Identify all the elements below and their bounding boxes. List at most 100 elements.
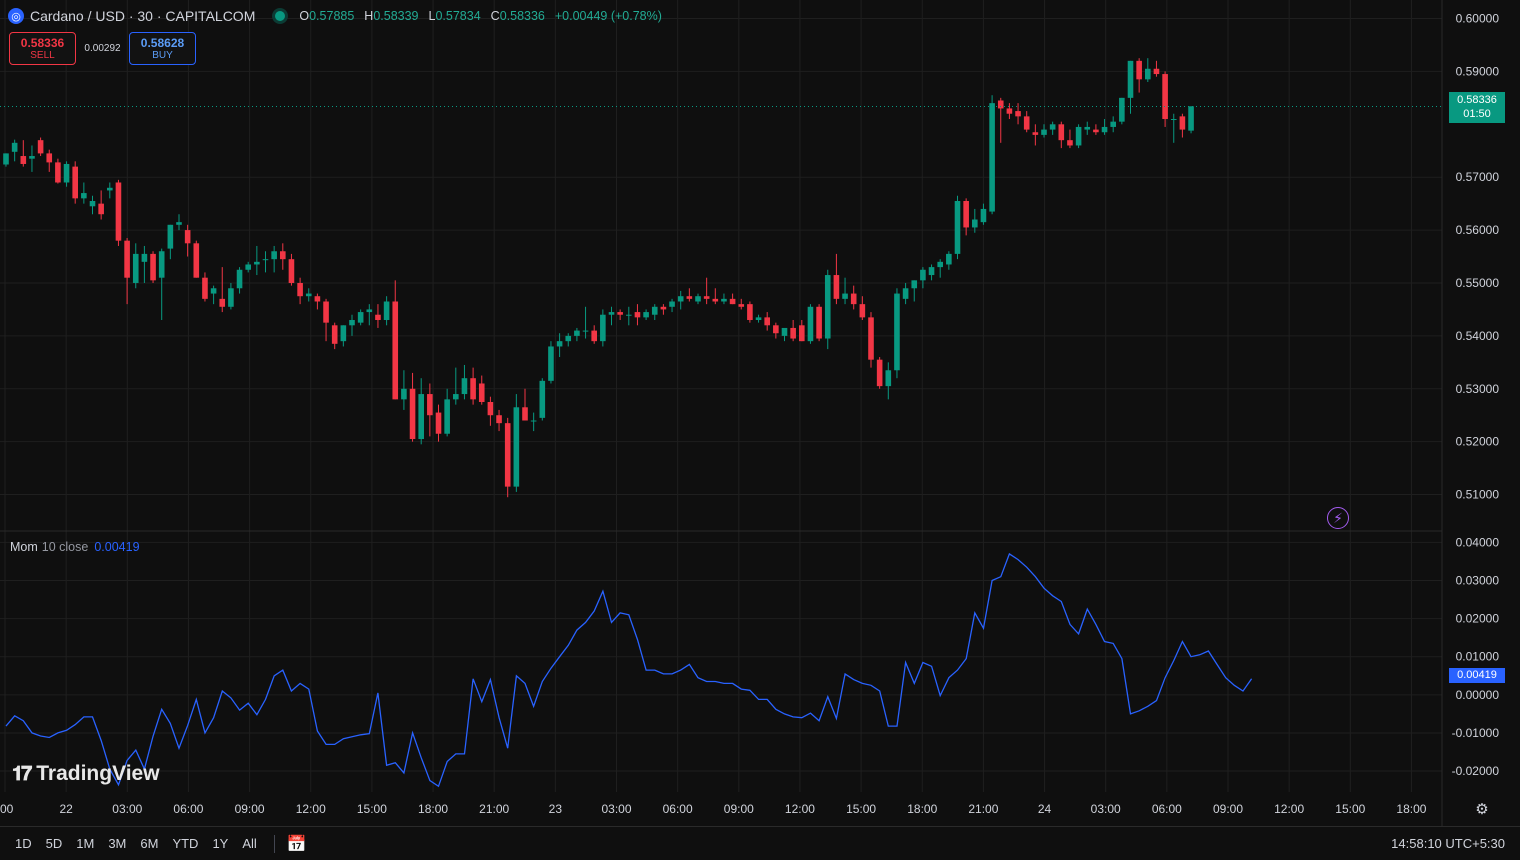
candle-up: [1075, 126, 1082, 146]
range-all-button[interactable]: All: [242, 836, 257, 851]
time-tick-label: 06:00: [663, 802, 693, 816]
buy-button[interactable]: 0.58628 BUY: [129, 32, 196, 65]
range-6m-button[interactable]: 6M: [140, 836, 159, 851]
momentum-tick-label: 0.00000: [1456, 688, 1500, 702]
clock-timezone[interactable]: 14:58:10 UTC+5:30: [1391, 836, 1505, 851]
momentum-value-tag: 0.00419: [1449, 668, 1505, 683]
candle-up: [401, 388, 407, 400]
candle-up: [565, 335, 572, 342]
candle-up: [513, 407, 520, 487]
range-1m-button[interactable]: 1M: [76, 836, 95, 851]
candle-down: [790, 327, 796, 339]
market-open-status-icon[interactable]: [275, 11, 286, 21]
range-ytd-button[interactable]: YTD: [172, 836, 199, 851]
indicator-name: Mom: [10, 540, 38, 554]
time-axis[interactable]: :00 22 03:00 06:00 09:00 12:00 15:00 18:00 21:00…: [0, 802, 1427, 816]
candle-up: [548, 346, 554, 381]
candle-down: [202, 277, 208, 299]
time-tick-label: 03:00: [601, 802, 631, 816]
candle-down: [1136, 60, 1142, 80]
candle-down: [634, 312, 641, 318]
lightning-icon[interactable]: ⚡: [1327, 507, 1349, 529]
candle-down: [591, 330, 597, 342]
candle-up: [651, 306, 658, 315]
sell-price: 0.58336: [20, 35, 65, 50]
settings-icon[interactable]: ⚙: [1475, 801, 1489, 818]
candle-down: [859, 304, 866, 318]
trade-panel: 0.58336 SELL 0.00292 0.58628 BUY: [9, 32, 196, 65]
tradingview-logo[interactable]: 𝟏𝟕 TradingView: [12, 762, 160, 786]
candle-down: [470, 378, 476, 400]
candle-up: [1188, 106, 1194, 131]
range-3m-button[interactable]: 3M: [108, 836, 127, 851]
candle-up: [1101, 126, 1108, 133]
candle-up: [669, 301, 675, 307]
candle-down: [1032, 132, 1039, 135]
candle-up: [755, 317, 762, 321]
buy-price: 0.58628: [140, 35, 185, 50]
candlestick-series: [3, 58, 1194, 498]
candle-up: [63, 163, 70, 183]
candle-down: [331, 325, 338, 344]
candle-up: [721, 298, 727, 302]
candle-up: [626, 314, 632, 316]
candle-down: [323, 301, 329, 323]
time-tick-label: 12:00: [785, 802, 815, 816]
candle-up: [600, 314, 606, 342]
sell-button[interactable]: 0.58336 SELL: [9, 32, 76, 65]
price-tick-label: 0.56000: [1456, 223, 1500, 237]
candle-down: [280, 251, 286, 260]
candle-up: [461, 378, 468, 395]
symbol-title[interactable]: Cardano / USD · 30 · CAPITALCOM: [30, 8, 256, 24]
ohlc-change: +0.00449 (+0.78%): [554, 9, 662, 23]
candle-up: [11, 142, 18, 152]
candle-down: [850, 293, 857, 305]
candle-down: [686, 296, 693, 299]
logo-text: TradingView: [36, 762, 160, 785]
momentum-tick-label: -0.02000: [1452, 764, 1500, 778]
candle-up: [824, 275, 831, 339]
momentum-axis[interactable]: 0.04000 0.03000 0.02000 0.01000 0.00000 -0.01…: [1452, 535, 1500, 778]
candle-down: [963, 200, 969, 228]
time-tick-label: 18:00: [907, 802, 937, 816]
candle-down: [55, 162, 61, 183]
candle-down: [98, 203, 104, 215]
candle-down: [427, 394, 433, 416]
range-1y-button[interactable]: 1Y: [212, 836, 229, 851]
candle-up: [366, 309, 373, 313]
time-tick-label: 22: [59, 802, 73, 816]
candle-down: [729, 298, 736, 305]
candle-down: [799, 325, 805, 342]
time-tick-label: 15:00: [1335, 802, 1365, 816]
range-5d-button[interactable]: 5D: [45, 836, 63, 851]
candle-down: [773, 325, 779, 334]
candle-down: [1015, 111, 1021, 117]
candle-up: [176, 222, 182, 225]
candle-down: [496, 415, 502, 424]
candle-up: [894, 293, 900, 371]
price-axis[interactable]: 0.60000 0.59000 0.57000 0.56000 0.55000 0.540…: [1456, 12, 1500, 502]
candle-up: [807, 306, 814, 342]
candle-up: [989, 103, 995, 212]
candle-down: [150, 253, 156, 281]
momentum-legend[interactable]: Mom 10 close 0.00419: [10, 540, 140, 554]
spread-value: 0.00292: [84, 43, 121, 54]
candle-up: [677, 296, 684, 302]
calendar-goto-icon[interactable]: 📅: [286, 835, 307, 853]
indicator-params: 10 close: [41, 540, 89, 554]
toolbar-divider: [273, 834, 275, 853]
candle-down: [219, 298, 226, 307]
cardano-logo-icon: ◎: [8, 8, 24, 24]
candle-up: [556, 341, 563, 347]
time-tick-label: 06:00: [1152, 802, 1182, 816]
range-1d-button[interactable]: 1D: [15, 836, 32, 851]
price-tick-label: 0.57000: [1456, 170, 1500, 184]
candle-down: [522, 407, 528, 421]
price-tick-label: 0.51000: [1456, 488, 1500, 502]
time-tick-label: 09:00: [724, 802, 754, 816]
candle-down: [997, 100, 1004, 109]
candle-down: [46, 153, 53, 163]
candle-down: [487, 401, 494, 416]
bottom-toolbar: 1D 5D 1M 3M 6M YTD 1Y All 📅 14:58:10 UTC…: [0, 826, 1520, 860]
